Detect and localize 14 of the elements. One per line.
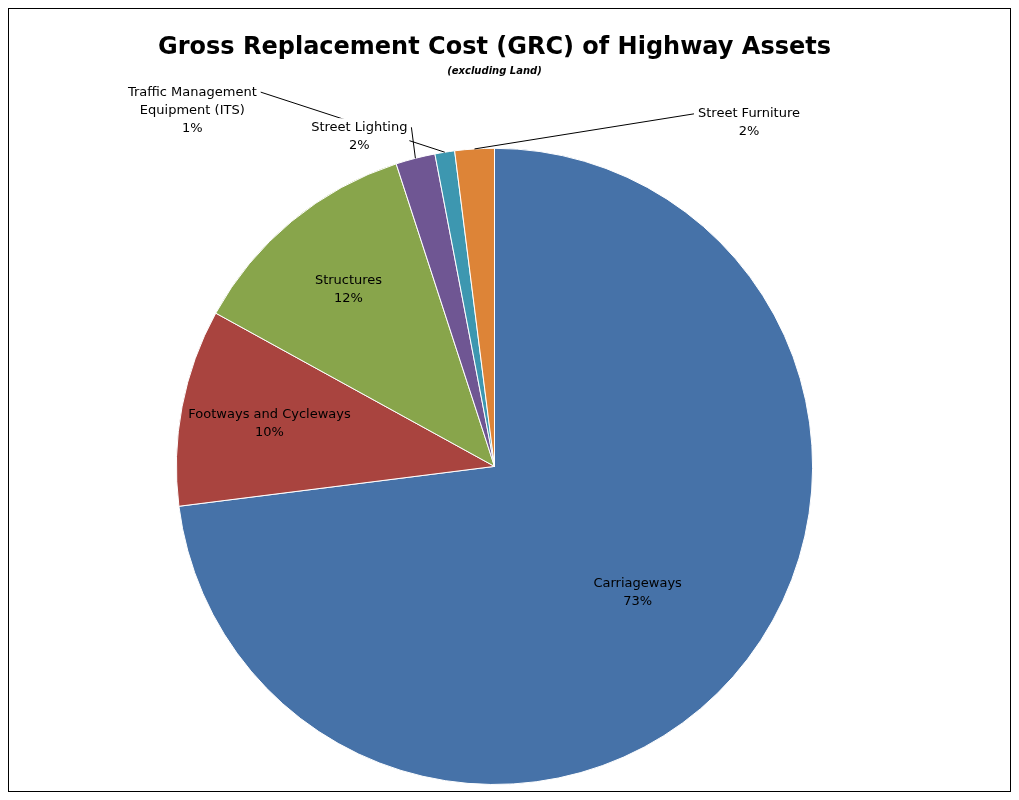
slice-label: Carriageways bbox=[593, 574, 683, 590]
data-label: 12% bbox=[334, 290, 363, 306]
slice-label: Footways and Cycleways bbox=[188, 405, 351, 421]
chart-subtitle: (excluding Land) bbox=[447, 65, 542, 77]
slice-label: Street Lighting bbox=[311, 118, 408, 134]
slice-label: Traffic Management Equipment (ITS) bbox=[126, 83, 257, 117]
chart-title: Gross Replacement Cost (GRC) of Highway Assets bbox=[158, 31, 831, 60]
data-label: 1% bbox=[181, 119, 203, 135]
slice-label: Street Furniture bbox=[697, 105, 800, 121]
data-label: 2% bbox=[348, 136, 370, 152]
slice-label: Structures bbox=[314, 272, 383, 288]
data-label: 2% bbox=[738, 123, 760, 139]
data-label: 10% bbox=[255, 423, 284, 439]
data-label: 73% bbox=[623, 592, 653, 608]
